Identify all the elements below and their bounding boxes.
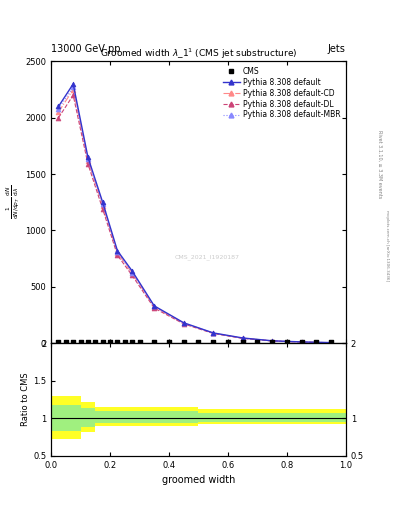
Point xyxy=(166,338,172,347)
Point xyxy=(92,338,99,347)
Title: Groomed width $\lambda\_1^1$ (CMS jet substructure): Groomed width $\lambda\_1^1$ (CMS jet su… xyxy=(100,47,297,61)
Y-axis label: Ratio to CMS: Ratio to CMS xyxy=(21,373,30,426)
Point xyxy=(151,338,157,347)
Point xyxy=(136,338,143,347)
Text: mcplots.cern.ch [arXiv:1306.3436]: mcplots.cern.ch [arXiv:1306.3436] xyxy=(385,210,389,281)
Point xyxy=(129,338,135,347)
Text: CMS_2021_I1920187: CMS_2021_I1920187 xyxy=(175,254,240,260)
X-axis label: groomed width: groomed width xyxy=(162,475,235,485)
Point xyxy=(77,338,84,347)
Point xyxy=(63,338,69,347)
Point xyxy=(225,338,231,347)
Y-axis label: $\frac{1}{\mathrm{d}N/\mathrm{d}p_T}$ $\frac{\mathrm{d}N}{\mathrm{d}\lambda}$: $\frac{1}{\mathrm{d}N/\mathrm{d}p_T}$ $\… xyxy=(6,185,22,219)
Text: Jets: Jets xyxy=(328,44,346,54)
Point xyxy=(107,338,113,347)
Point xyxy=(254,338,261,347)
Point xyxy=(122,338,128,347)
Point xyxy=(328,338,334,347)
Point xyxy=(99,338,106,347)
Point xyxy=(269,338,275,347)
Point xyxy=(313,338,320,347)
Point xyxy=(55,338,62,347)
Point xyxy=(195,338,202,347)
Point xyxy=(299,338,305,347)
Text: Rivet 3.1.10, ≥ 3.3M events: Rivet 3.1.10, ≥ 3.3M events xyxy=(377,130,382,198)
Point xyxy=(70,338,76,347)
Point xyxy=(85,338,91,347)
Point xyxy=(181,338,187,347)
Text: 13000 GeV pp: 13000 GeV pp xyxy=(51,44,121,54)
Point xyxy=(284,338,290,347)
Point xyxy=(240,338,246,347)
Point xyxy=(210,338,217,347)
Legend: CMS, Pythia 8.308 default, Pythia 8.308 default-CD, Pythia 8.308 default-DL, Pyt: CMS, Pythia 8.308 default, Pythia 8.308 … xyxy=(222,65,342,121)
Point xyxy=(114,338,121,347)
